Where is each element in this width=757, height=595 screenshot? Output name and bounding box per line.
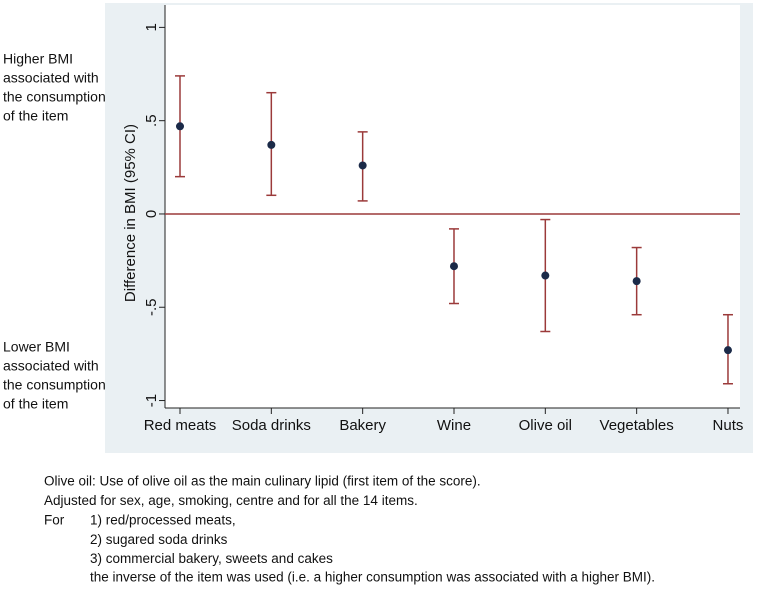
plot-area (165, 5, 740, 408)
annotation-bottom: associated with (3, 358, 99, 374)
y-axis-title: Difference in BMI (95% CI) (122, 124, 139, 302)
y-tick-label: 1 (143, 23, 160, 31)
y-tick-label: -.5 (143, 298, 160, 316)
annotation-bottom: the consumption (3, 377, 106, 393)
note: Adjusted for sex, age, smoking, centre a… (44, 493, 418, 508)
x-tick-label: Bakery (339, 417, 386, 434)
list-item: 2) sugared soda drinks (90, 532, 228, 547)
point (267, 140, 276, 149)
point (358, 161, 367, 170)
point (723, 346, 732, 355)
x-tick-label: Olive oil (519, 417, 572, 434)
annotation-top: the consumption (3, 89, 106, 105)
note: Olive oil: Use of olive oil as the main … (44, 474, 481, 489)
y-tick-label: .5 (143, 114, 160, 127)
annotation-bottom: of the item (3, 396, 68, 412)
y-tick-label: 0 (143, 210, 160, 218)
closing-note: the inverse of the item was used (i.e. a… (90, 570, 655, 585)
annotation-bottom: Lower BMI (3, 339, 70, 355)
list-item: 3) commercial bakery, sweets and cakes (90, 551, 333, 566)
list-intro: For (44, 513, 65, 528)
annotation-top: Higher BMI (3, 51, 73, 67)
x-tick-label: Vegetables (600, 417, 674, 434)
annotation-top: of the item (3, 108, 68, 124)
x-tick-label: Nuts (713, 417, 744, 434)
y-tick-label: -1 (143, 394, 160, 407)
point (541, 271, 550, 280)
annotation-top: associated with (3, 70, 99, 86)
x-tick-label: Red meats (144, 417, 217, 434)
point (449, 262, 458, 271)
point (632, 277, 641, 286)
x-tick-label: Wine (437, 417, 471, 434)
point (176, 122, 184, 131)
list-item: 1) red/processed meats, (90, 513, 236, 528)
x-tick-label: Soda drinks (232, 417, 311, 434)
